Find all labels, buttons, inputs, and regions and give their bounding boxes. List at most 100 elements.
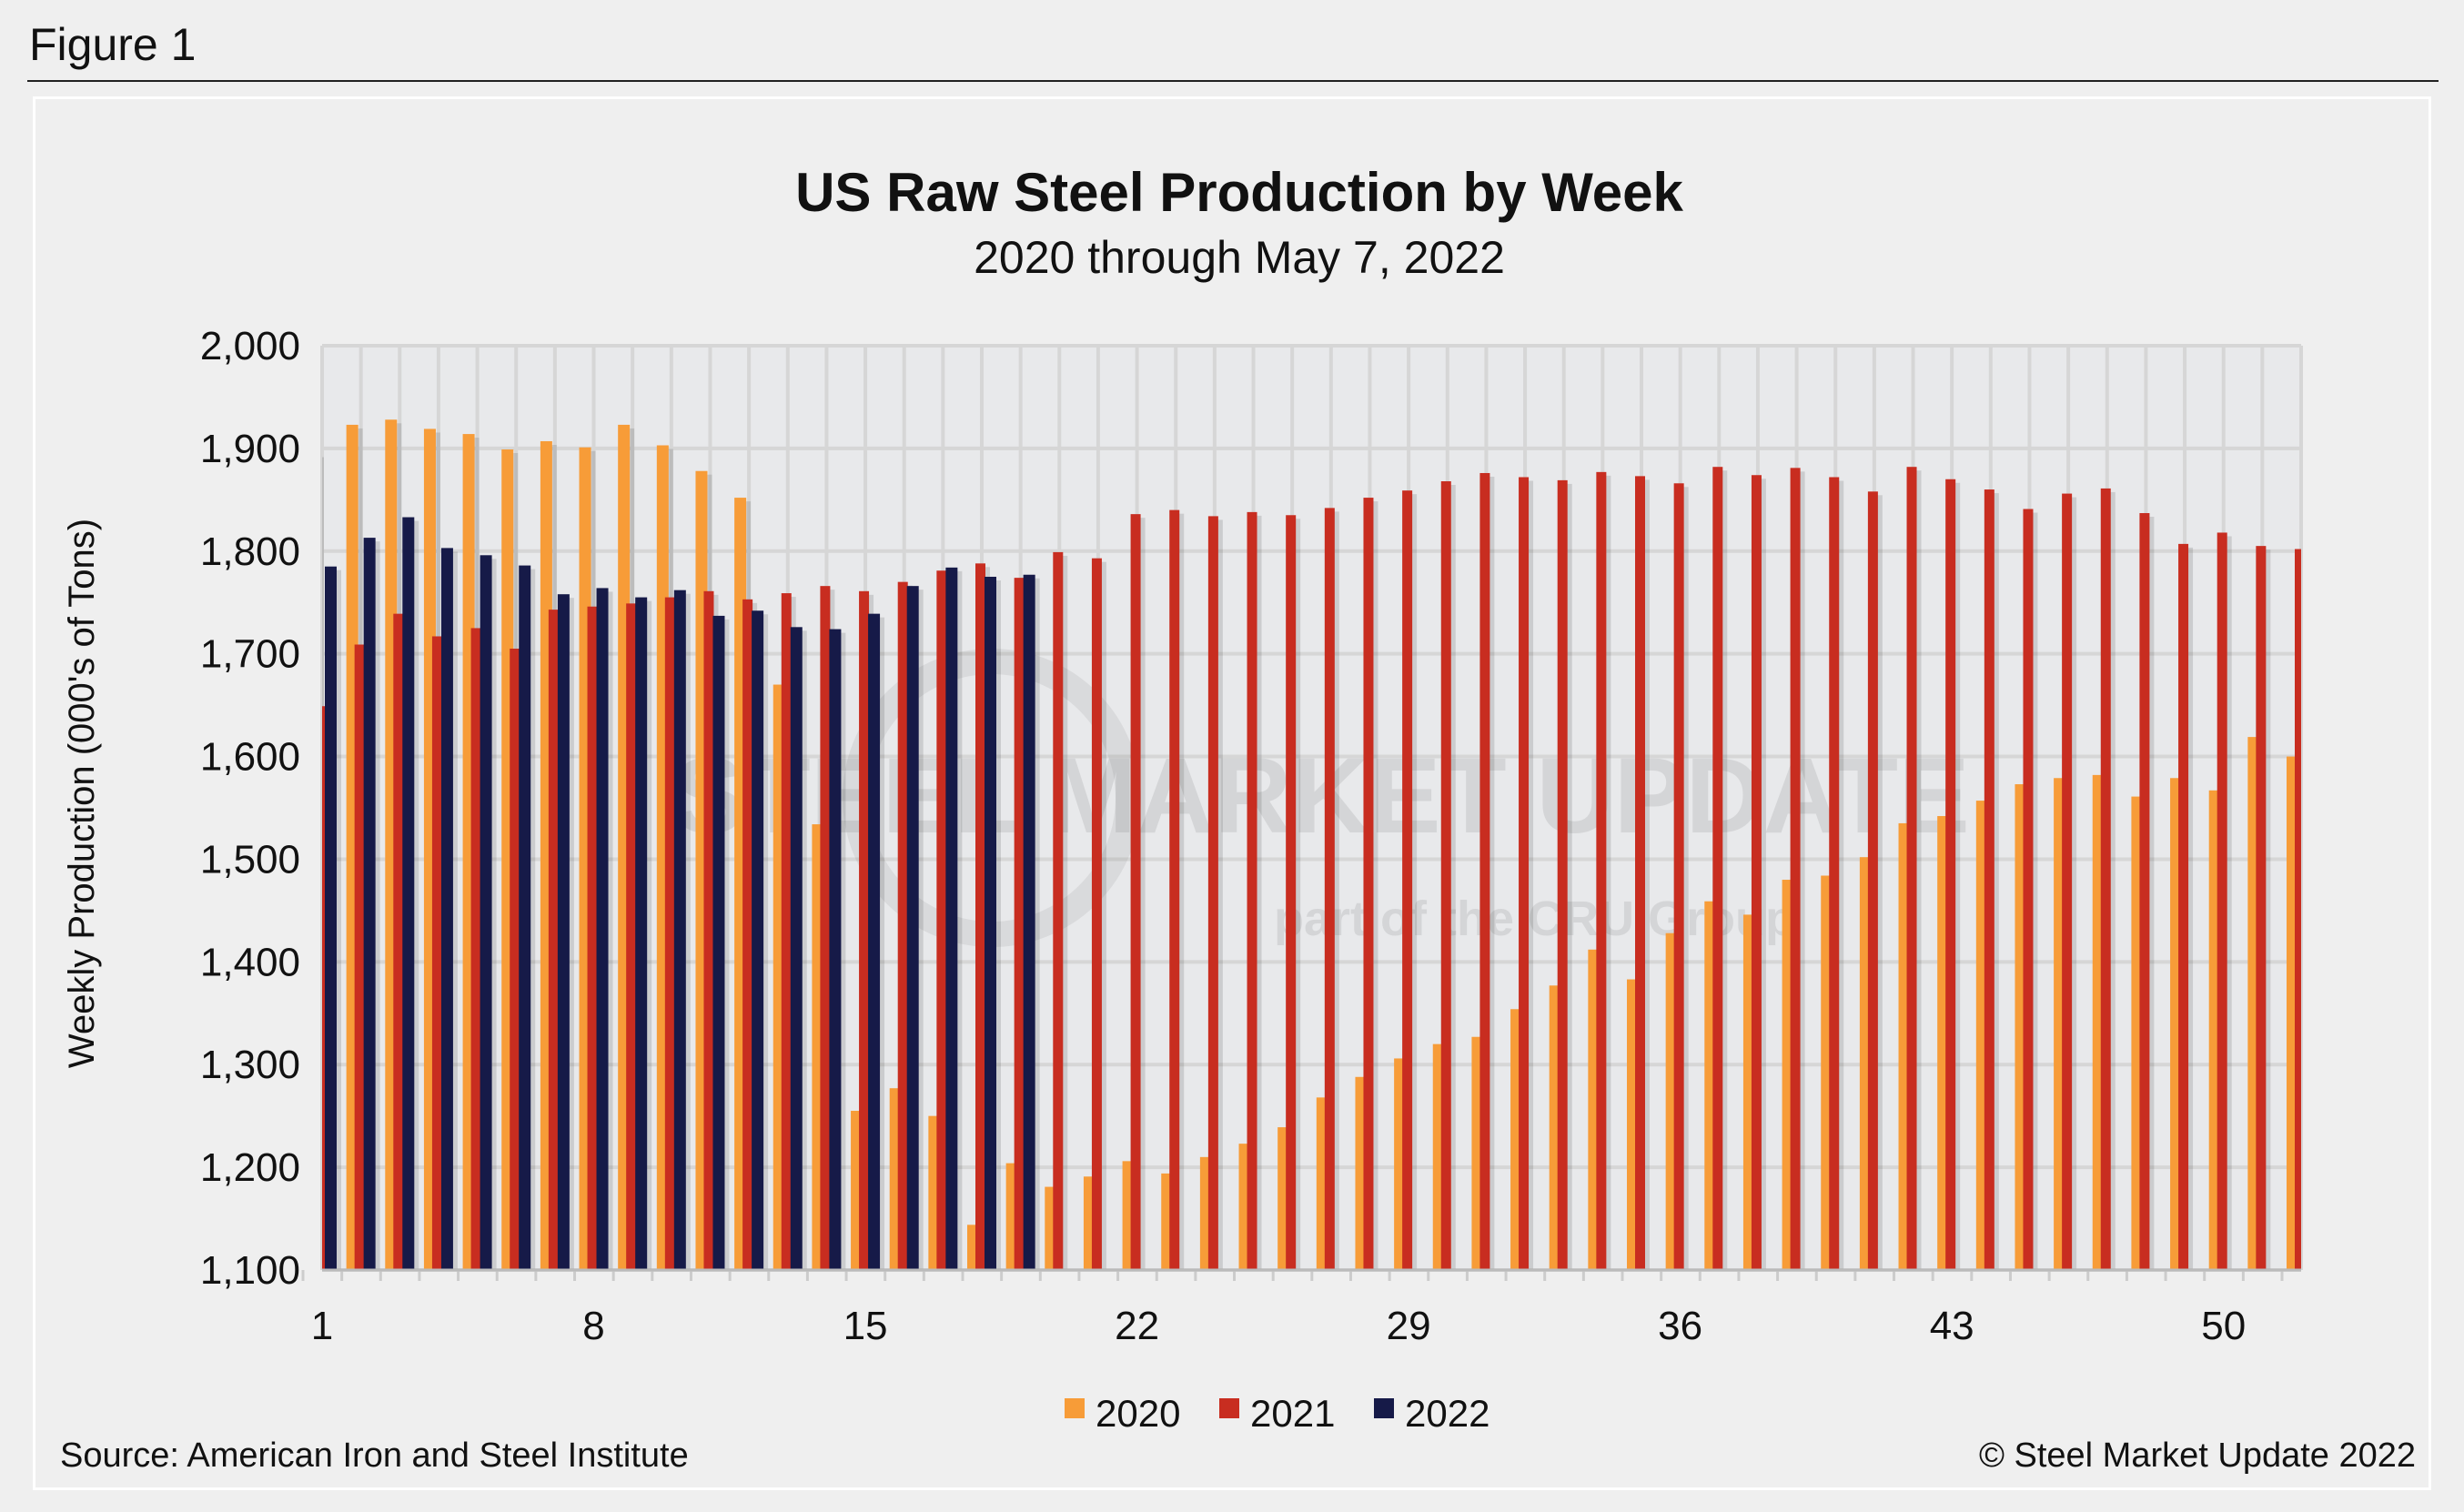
bar-2021-week-17 — [936, 570, 947, 1270]
bar-2022-week-17 — [945, 567, 958, 1270]
plot-area — [322, 346, 2301, 1270]
bar-2022-week-16 — [906, 586, 919, 1270]
bar-2022-week-7 — [557, 594, 570, 1270]
bar-2021-week-3 — [393, 613, 404, 1270]
legend-swatch-2020 — [1065, 1398, 1085, 1418]
bar-2021-week-9 — [626, 603, 637, 1270]
bar-2022-week-11 — [712, 615, 725, 1270]
legend-swatch-2021 — [1219, 1398, 1239, 1418]
bar-2021-week-28 — [1363, 498, 1374, 1270]
y-tick-label: 1,700 — [200, 632, 300, 677]
bar-2021-week-12 — [742, 599, 753, 1270]
y-tick-labels: 1,100 1,200 1,300 1,400 1,500 1,600 1,700 1,800… — [200, 324, 300, 1293]
bar-2021-week-30 — [1440, 481, 1451, 1270]
legend: 2020 2021 2022 — [1065, 1392, 1490, 1435]
legend-label-2022: 2022 — [1405, 1392, 1490, 1435]
bar-2020-week-1 — [308, 454, 319, 1270]
bar-2021-week-35 — [1635, 476, 1645, 1270]
bar-2021-week-34 — [1596, 471, 1607, 1270]
bar-2022-week-8 — [596, 588, 609, 1270]
bar-2021-week-37 — [1712, 467, 1723, 1270]
chart-title: US Raw Steel Production by Week — [795, 162, 1683, 223]
chart-panel — [33, 96, 2431, 1490]
copyright-note: © Steel Market Update 2022 — [1979, 1436, 2416, 1475]
bar-2021-week-26 — [1286, 515, 1297, 1270]
bar-2022-week-13 — [790, 627, 803, 1270]
bar-2021-week-7 — [548, 610, 559, 1270]
y-axis-label: Weekly Production (000's of Tons) — [62, 519, 102, 1068]
bar-2021-week-50 — [2217, 532, 2227, 1270]
y-tick-label: 1,800 — [200, 529, 300, 574]
bar-2021-week-46 — [2062, 493, 2073, 1270]
bar-2021-week-36 — [1673, 483, 1684, 1270]
bar-2021-week-25 — [1247, 511, 1257, 1270]
source-note: Source: American Iron and Steel Institut… — [60, 1436, 689, 1475]
bar-2021-week-31 — [1479, 472, 1490, 1270]
bar-2021-week-14 — [820, 586, 831, 1270]
bar-2021-week-41 — [1867, 491, 1878, 1270]
bar-2021-week-40 — [1829, 477, 1840, 1270]
bar-2021-week-29 — [1402, 490, 1413, 1270]
x-tick-label: 43 — [1930, 1304, 1974, 1348]
y-tick-label: 1,400 — [200, 940, 300, 984]
bar-2021-week-48 — [2139, 513, 2150, 1270]
bar-2021-week-18 — [975, 563, 985, 1270]
x-tick-label: 15 — [843, 1304, 888, 1348]
bar-2021-week-49 — [2178, 543, 2189, 1270]
bar-2021-week-24 — [1207, 516, 1218, 1270]
y-tick-label: 1,900 — [200, 427, 300, 471]
bar-2021-week-45 — [2023, 509, 2034, 1270]
x-tick-label: 50 — [2201, 1304, 2246, 1348]
bar-2021-week-20 — [1053, 551, 1064, 1270]
bar-2021-week-4 — [431, 636, 442, 1270]
legend-label-2021: 2021 — [1250, 1392, 1335, 1435]
bar-2022-week-19 — [1023, 574, 1035, 1270]
bar-2021-week-15 — [859, 590, 870, 1270]
y-tick-label: 1,100 — [200, 1248, 300, 1293]
bar-2021-week-33 — [1557, 479, 1568, 1270]
bar-2021-week-47 — [2100, 488, 2111, 1270]
y-tick-label: 2,000 — [200, 324, 300, 368]
y-tick-label: 1,600 — [200, 735, 300, 780]
bar-2021-week-6 — [510, 649, 520, 1270]
bar-2021-week-1 — [322, 706, 326, 1270]
bar-2021-week-22 — [1130, 514, 1141, 1270]
x-tick-label: 8 — [582, 1304, 604, 1348]
bar-2021-week-51 — [2256, 546, 2267, 1270]
bars — [308, 419, 2301, 1270]
bar-2021-week-23 — [1169, 509, 1180, 1270]
bar-2021-week-42 — [1906, 467, 1917, 1270]
figure-divider — [27, 80, 2439, 82]
bar-2021-week-21 — [1091, 558, 1102, 1270]
y-tick-label: 1,500 — [200, 837, 300, 882]
x-tick-label: 1 — [311, 1304, 333, 1348]
bar-2021-week-5 — [470, 628, 481, 1270]
bar-2021-week-2 — [354, 644, 365, 1270]
bar-2022-week-3 — [402, 517, 415, 1270]
bar-2022-week-10 — [673, 590, 686, 1270]
bar-2021-week-11 — [703, 590, 714, 1270]
bar-2022-week-18 — [985, 577, 996, 1270]
x-tick-labels: 1 8 15 22 29 36 43 50 — [311, 1304, 2246, 1348]
bar-2021-week-38 — [1751, 475, 1762, 1270]
bar-2021-week-8 — [587, 606, 598, 1270]
bar-2022-week-1 — [325, 566, 337, 1270]
bar-2021-week-10 — [664, 597, 675, 1270]
chart-subtitle: 2020 through May 7, 2022 — [974, 232, 1505, 283]
bar-2021-week-19 — [1014, 578, 1025, 1270]
legend-swatch-2022 — [1374, 1398, 1394, 1418]
bar-2022-week-6 — [519, 565, 531, 1270]
y-tick-label: 1,200 — [200, 1145, 300, 1190]
x-tick-label: 29 — [1387, 1304, 1431, 1348]
bar-2021-week-13 — [781, 593, 792, 1270]
bar-2022-week-14 — [829, 629, 842, 1270]
bar-2021-week-16 — [897, 581, 908, 1270]
bar-2021-week-27 — [1324, 508, 1335, 1270]
bar-2021-week-43 — [1945, 479, 1956, 1270]
bar-2021-week-44 — [1984, 489, 1994, 1270]
y-tick-label: 1,300 — [200, 1043, 300, 1087]
figure-label: Figure 1 — [29, 19, 197, 70]
bar-2022-week-2 — [363, 538, 376, 1270]
x-tick-label: 36 — [1658, 1304, 1702, 1348]
